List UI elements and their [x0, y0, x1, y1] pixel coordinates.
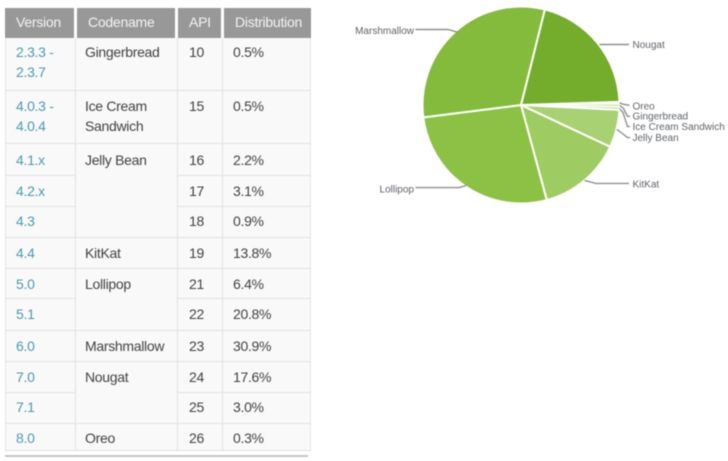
svg-text:KitKat: KitKat [633, 180, 660, 191]
svg-text:Jelly Bean: Jelly Bean [633, 133, 679, 144]
svg-text:Lollipop: Lollipop [380, 184, 415, 195]
svg-text:Oreo: Oreo [633, 102, 656, 113]
svg-text:Nougat: Nougat [633, 40, 665, 51]
svg-text:Ice Cream Sandwich: Ice Cream Sandwich [633, 122, 725, 133]
svg-text:Gingerbread: Gingerbread [633, 112, 689, 123]
svg-text:Marshmallow: Marshmallow [355, 26, 415, 37]
